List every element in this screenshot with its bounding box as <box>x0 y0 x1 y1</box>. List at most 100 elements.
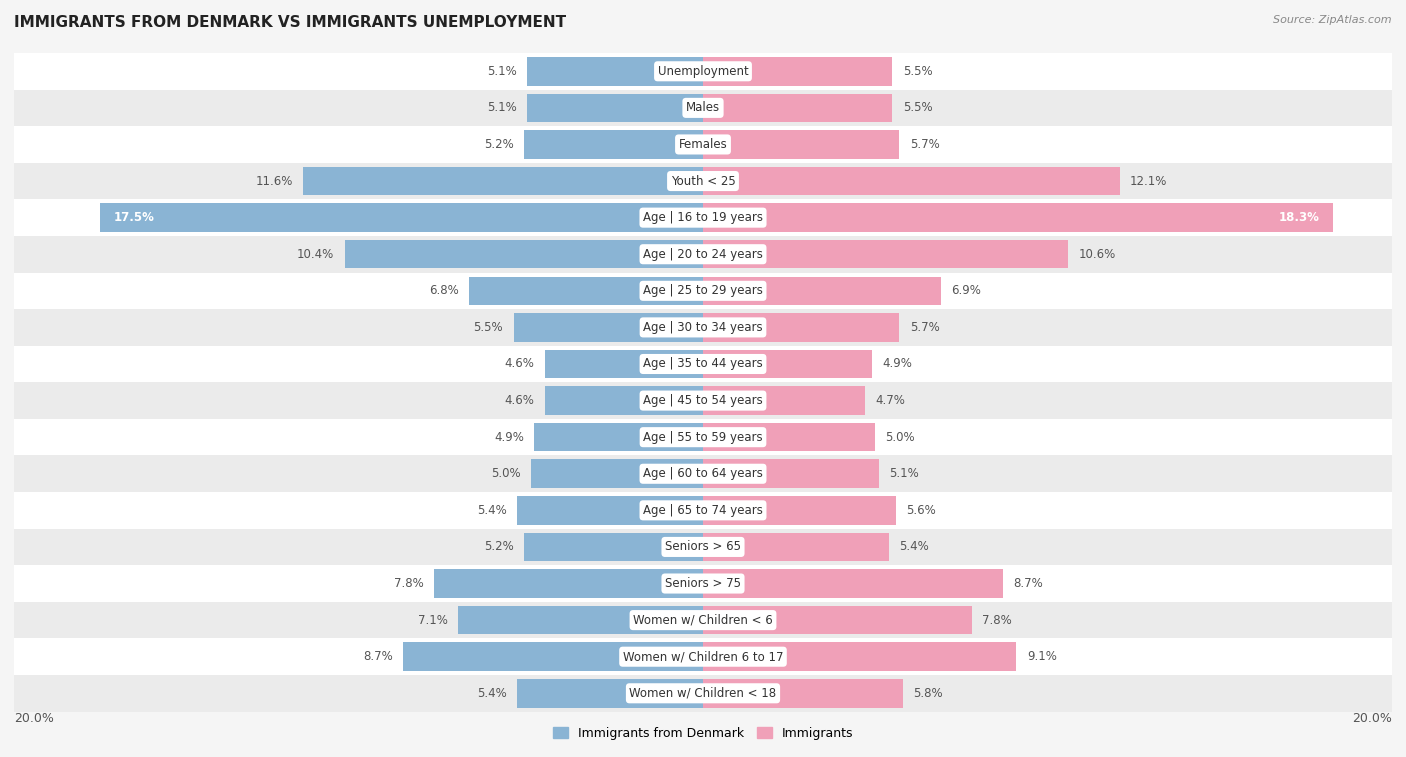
Bar <box>531 459 703 488</box>
Text: Age | 35 to 44 years: Age | 35 to 44 years <box>643 357 763 370</box>
Bar <box>703 130 900 159</box>
Text: 5.7%: 5.7% <box>910 138 939 151</box>
Text: Youth < 25: Youth < 25 <box>671 175 735 188</box>
Bar <box>404 643 703 671</box>
Text: 5.0%: 5.0% <box>491 467 520 480</box>
Bar <box>458 606 703 634</box>
Text: Age | 65 to 74 years: Age | 65 to 74 years <box>643 504 763 517</box>
Bar <box>703 496 896 525</box>
Bar <box>703 643 1017 671</box>
Text: Age | 25 to 29 years: Age | 25 to 29 years <box>643 285 763 298</box>
Bar <box>544 386 703 415</box>
Bar <box>703 240 1069 269</box>
Bar <box>524 533 703 561</box>
Bar <box>703 94 893 122</box>
Text: 4.6%: 4.6% <box>505 394 534 407</box>
Bar <box>527 94 703 122</box>
Bar <box>544 350 703 378</box>
Text: 5.4%: 5.4% <box>477 504 506 517</box>
Text: Males: Males <box>686 101 720 114</box>
Text: 11.6%: 11.6% <box>256 175 292 188</box>
Text: 5.2%: 5.2% <box>484 138 513 151</box>
Text: 5.7%: 5.7% <box>910 321 939 334</box>
Bar <box>534 423 703 451</box>
Text: 5.6%: 5.6% <box>907 504 936 517</box>
Bar <box>14 675 1392 712</box>
Text: 5.5%: 5.5% <box>903 65 932 78</box>
Bar <box>344 240 703 269</box>
Bar <box>14 382 1392 419</box>
Text: 6.9%: 6.9% <box>950 285 981 298</box>
Bar <box>517 679 703 708</box>
Legend: Immigrants from Denmark, Immigrants: Immigrants from Denmark, Immigrants <box>548 722 858 745</box>
Bar <box>100 204 703 232</box>
Text: 20.0%: 20.0% <box>1353 712 1392 724</box>
Bar <box>14 236 1392 273</box>
Bar <box>14 163 1392 199</box>
Bar <box>527 57 703 86</box>
Text: 18.3%: 18.3% <box>1278 211 1320 224</box>
Text: 12.1%: 12.1% <box>1130 175 1167 188</box>
Bar <box>14 309 1392 346</box>
Text: 10.6%: 10.6% <box>1078 248 1116 260</box>
Text: 5.0%: 5.0% <box>886 431 915 444</box>
Text: 7.8%: 7.8% <box>981 614 1012 627</box>
Bar <box>703 423 875 451</box>
Bar <box>14 456 1392 492</box>
Text: 5.1%: 5.1% <box>889 467 918 480</box>
Text: Age | 60 to 64 years: Age | 60 to 64 years <box>643 467 763 480</box>
Bar <box>14 53 1392 89</box>
Bar <box>703 167 1119 195</box>
Text: 5.1%: 5.1% <box>488 65 517 78</box>
Text: 4.7%: 4.7% <box>875 394 905 407</box>
Text: Females: Females <box>679 138 727 151</box>
Bar <box>14 492 1392 528</box>
Bar <box>468 276 703 305</box>
Bar <box>14 199 1392 236</box>
Bar <box>14 346 1392 382</box>
Bar <box>703 386 865 415</box>
Bar <box>304 167 703 195</box>
Text: 5.4%: 5.4% <box>900 540 929 553</box>
Text: Age | 30 to 34 years: Age | 30 to 34 years <box>643 321 763 334</box>
Bar <box>703 204 1333 232</box>
Bar <box>14 273 1392 309</box>
Bar <box>703 57 893 86</box>
Bar <box>524 130 703 159</box>
Text: 5.2%: 5.2% <box>484 540 513 553</box>
Text: IMMIGRANTS FROM DENMARK VS IMMIGRANTS UNEMPLOYMENT: IMMIGRANTS FROM DENMARK VS IMMIGRANTS UN… <box>14 15 567 30</box>
Text: Unemployment: Unemployment <box>658 65 748 78</box>
Text: 7.8%: 7.8% <box>394 577 425 590</box>
Text: 4.9%: 4.9% <box>494 431 524 444</box>
Bar <box>14 89 1392 126</box>
Text: 20.0%: 20.0% <box>14 712 53 724</box>
Text: 17.5%: 17.5% <box>114 211 155 224</box>
Bar <box>703 679 903 708</box>
Bar <box>14 126 1392 163</box>
Bar <box>14 565 1392 602</box>
Bar <box>14 602 1392 638</box>
Bar <box>434 569 703 598</box>
Bar <box>703 533 889 561</box>
Text: 8.7%: 8.7% <box>363 650 392 663</box>
Text: 6.8%: 6.8% <box>429 285 458 298</box>
Bar <box>703 276 941 305</box>
Text: 4.6%: 4.6% <box>505 357 534 370</box>
Bar <box>703 606 972 634</box>
Bar <box>703 350 872 378</box>
Text: 9.1%: 9.1% <box>1026 650 1057 663</box>
Text: Women w/ Children 6 to 17: Women w/ Children 6 to 17 <box>623 650 783 663</box>
Bar <box>517 496 703 525</box>
Bar <box>513 313 703 341</box>
Text: 5.1%: 5.1% <box>488 101 517 114</box>
Text: Age | 16 to 19 years: Age | 16 to 19 years <box>643 211 763 224</box>
Text: 7.1%: 7.1% <box>418 614 449 627</box>
Bar <box>703 313 900 341</box>
Text: Age | 55 to 59 years: Age | 55 to 59 years <box>643 431 763 444</box>
Text: Age | 45 to 54 years: Age | 45 to 54 years <box>643 394 763 407</box>
Bar <box>14 638 1392 675</box>
Text: Women w/ Children < 18: Women w/ Children < 18 <box>630 687 776 699</box>
Text: 8.7%: 8.7% <box>1012 577 1043 590</box>
Text: 4.9%: 4.9% <box>882 357 912 370</box>
Text: 10.4%: 10.4% <box>297 248 335 260</box>
